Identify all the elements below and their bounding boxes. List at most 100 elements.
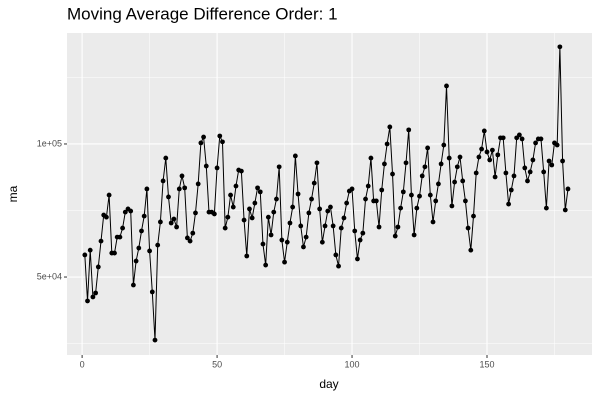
point (519, 136, 525, 142)
point (390, 171, 395, 177)
point (255, 185, 260, 191)
point (465, 225, 471, 231)
point (446, 155, 452, 161)
point (541, 169, 547, 175)
point (422, 164, 428, 170)
point (395, 224, 401, 230)
point (117, 234, 123, 240)
point (344, 200, 350, 206)
point (306, 210, 312, 216)
point (562, 207, 568, 213)
point (468, 247, 474, 253)
point (160, 178, 166, 184)
point (279, 237, 285, 243)
point (284, 239, 290, 245)
point (147, 248, 152, 254)
point (182, 185, 188, 191)
point (295, 191, 301, 197)
point (368, 155, 374, 161)
point (195, 181, 201, 187)
point (290, 204, 296, 210)
point (376, 224, 382, 230)
point (257, 189, 263, 195)
point (252, 200, 258, 206)
point (85, 298, 90, 304)
point (363, 196, 368, 202)
point (444, 83, 449, 89)
point (201, 134, 206, 140)
point (382, 161, 387, 167)
point (241, 217, 247, 223)
point (309, 196, 314, 202)
point (249, 215, 255, 221)
x-tick-label: 100 (345, 359, 360, 369)
point (438, 161, 444, 167)
point (557, 44, 563, 50)
point (90, 294, 96, 300)
point (98, 238, 104, 244)
point (360, 230, 366, 236)
point (171, 216, 177, 222)
point (530, 157, 536, 163)
point (193, 210, 198, 216)
point (379, 187, 385, 193)
point (120, 225, 126, 231)
point (419, 173, 425, 179)
point (233, 183, 239, 189)
point (341, 215, 347, 221)
point (144, 186, 150, 192)
y-tick-label: 1e+05 (37, 138, 62, 148)
point (403, 160, 409, 166)
point (355, 256, 360, 262)
point (311, 180, 317, 186)
point (365, 183, 371, 189)
point (268, 232, 274, 238)
point (406, 127, 412, 133)
y-tick-label: 5e+04 (37, 271, 62, 281)
point (238, 168, 244, 174)
x-axis-title: day (319, 377, 338, 391)
point (338, 225, 344, 231)
x-tick-label: 0 (80, 359, 85, 369)
point (487, 157, 493, 163)
point (336, 263, 341, 269)
point (349, 186, 355, 192)
point (525, 178, 530, 184)
point (104, 214, 109, 220)
point (214, 165, 220, 171)
point (187, 238, 193, 244)
point (560, 158, 565, 164)
point (387, 124, 393, 130)
point (400, 189, 406, 195)
point (527, 169, 533, 175)
point (357, 237, 363, 243)
point (174, 224, 179, 230)
point (152, 337, 158, 343)
point (228, 192, 233, 198)
point (93, 290, 99, 296)
point (190, 230, 196, 236)
point (392, 233, 398, 239)
point (128, 208, 134, 214)
point (141, 213, 147, 219)
point (292, 153, 298, 159)
point (149, 289, 155, 295)
point (411, 232, 417, 238)
point (287, 220, 293, 226)
point (554, 142, 560, 148)
point (163, 155, 169, 161)
point (471, 213, 476, 219)
point (427, 192, 433, 198)
point (476, 154, 482, 160)
point (425, 145, 431, 151)
point (303, 234, 309, 240)
point (131, 282, 136, 288)
point (166, 194, 171, 200)
point (333, 252, 339, 258)
point (82, 252, 88, 258)
point (463, 198, 468, 204)
point (122, 209, 128, 215)
y-axis-title: ma (6, 185, 20, 202)
point (538, 136, 544, 142)
